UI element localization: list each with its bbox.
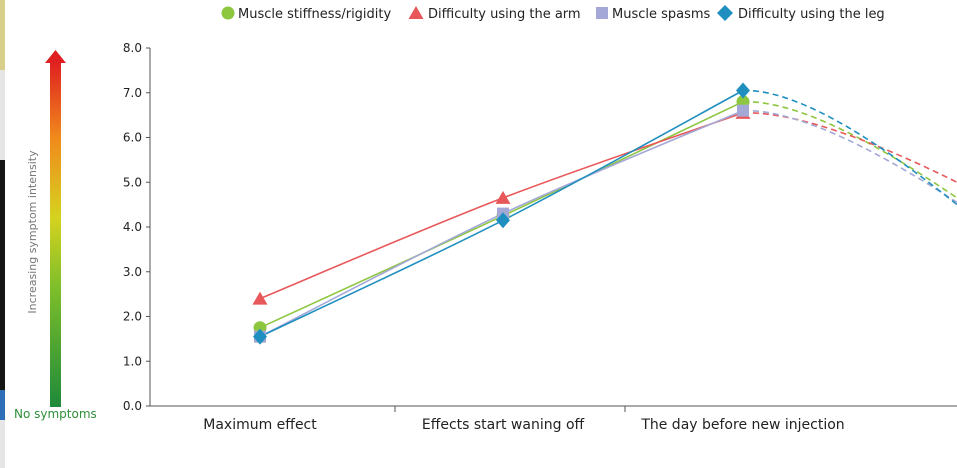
y-axis-ticks: 0.0 1.0 2.0 3.0 4.0 5.0 6.0 7.0 8.0	[123, 41, 150, 413]
x-category-label: Maximum effect	[203, 417, 317, 433]
legend-diamond-marker	[717, 5, 733, 21]
series-projection-line	[742, 100, 957, 199]
intensity-axis-label: Increasing symptom intensity	[26, 150, 39, 314]
data-point-triangle	[495, 190, 511, 204]
y-tick-label: 3.0	[123, 265, 142, 279]
data-point-diamond	[496, 212, 510, 229]
data-point-triangle	[252, 291, 268, 305]
x-category-label: The day before new injection	[640, 417, 844, 433]
left-edge-strip	[0, 0, 5, 468]
axes	[149, 48, 957, 407]
intensity-arrow	[45, 50, 66, 407]
y-tick-label: 0.0	[123, 399, 142, 413]
y-tick-label: 4.0	[123, 220, 142, 234]
legend-square-marker	[596, 7, 608, 19]
data-point-diamond	[253, 328, 267, 345]
series-projection-line	[742, 112, 957, 183]
series-lines	[259, 89, 957, 338]
legend-label-muscle-stiffness: Muscle stiffness/rigidity	[238, 7, 392, 22]
y-tick-label: 1.0	[123, 354, 142, 368]
legend-item-muscle-stiffness: Muscle stiffness/rigidity	[221, 6, 392, 22]
legend-label-difficulty-leg: Difficulty using the leg	[738, 7, 885, 22]
data-point-square	[737, 104, 749, 117]
series-markers	[252, 82, 751, 345]
legend-item-difficulty-arm: Difficulty using the arm	[408, 6, 581, 22]
legend-item-muscle-spasms: Muscle spasms	[596, 7, 711, 22]
series-projection-line	[742, 89, 957, 206]
legend-label-difficulty-arm: Difficulty using the arm	[428, 7, 581, 22]
y-tick-label: 6.0	[123, 131, 142, 145]
y-tick-label: 7.0	[123, 86, 142, 100]
x-category-label: Effects start waning off	[422, 417, 585, 433]
legend: Muscle stiffness/rigidity Difficulty usi…	[221, 5, 885, 22]
x-axis-categories: Maximum effect Effects start waning off Th…	[203, 406, 845, 433]
legend-triangle-marker	[408, 6, 424, 19]
y-tick-label: 8.0	[123, 41, 142, 55]
y-tick-label: 2.0	[123, 310, 142, 324]
series-projection-line	[742, 109, 957, 204]
legend-label-muscle-spasms: Muscle spasms	[612, 7, 711, 22]
data-point-diamond	[736, 82, 750, 99]
no-symptoms-label: No symptoms	[14, 407, 97, 421]
legend-item-difficulty-leg: Difficulty using the leg	[717, 5, 885, 22]
y-tick-label: 5.0	[123, 175, 142, 189]
legend-circle-marker	[221, 6, 235, 20]
